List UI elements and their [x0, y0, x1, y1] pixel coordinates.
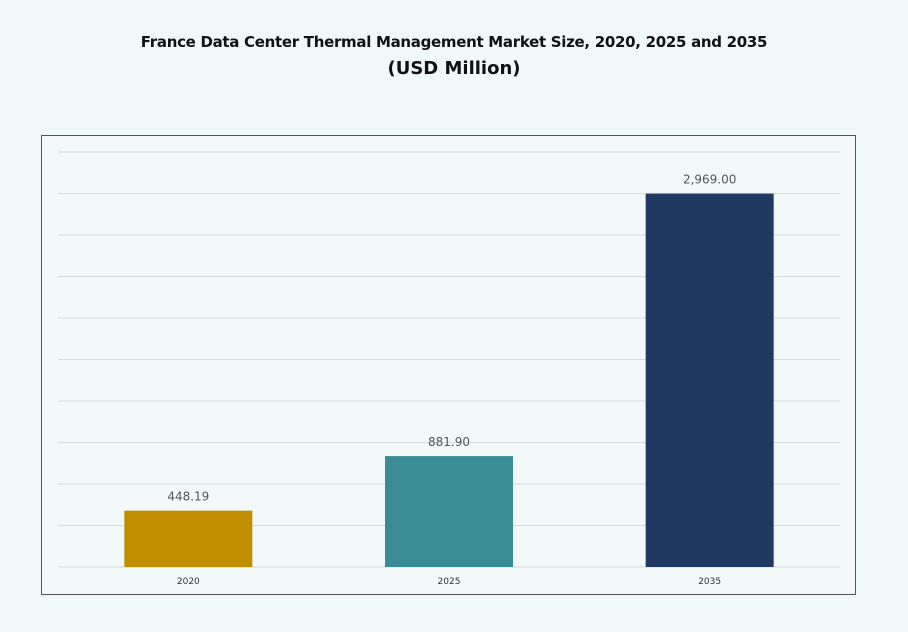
x-tick-label-2025: 2025	[438, 577, 461, 587]
bar-2035	[645, 193, 774, 567]
x-tick-label-2035: 2035	[698, 577, 721, 587]
data-label-2035: 2,969.00	[683, 173, 736, 187]
bar-2025	[385, 456, 513, 567]
data-label-2020: 448.19	[167, 490, 209, 504]
data-label-2025: 881.90	[428, 435, 470, 449]
x-tick-label-2020: 2020	[177, 577, 200, 587]
chart-subtitle: (USD Million)	[387, 58, 521, 79]
chart-title: France Data Center Thermal Management Ma…	[140, 33, 768, 51]
bar-2020	[124, 510, 253, 567]
